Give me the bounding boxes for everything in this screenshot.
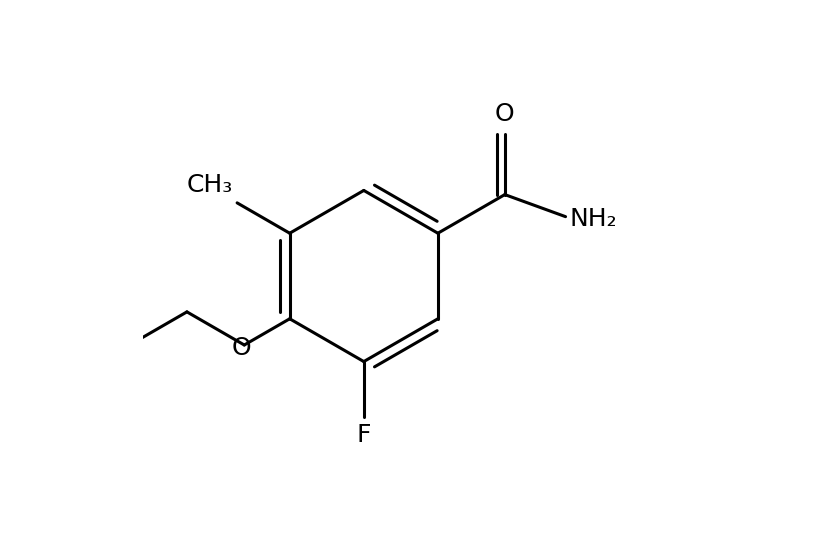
Text: O: O	[495, 102, 515, 126]
Text: NH₂: NH₂	[570, 208, 618, 231]
Text: F: F	[356, 423, 371, 447]
Text: CH₃: CH₃	[186, 173, 233, 197]
Text: O: O	[232, 336, 251, 360]
